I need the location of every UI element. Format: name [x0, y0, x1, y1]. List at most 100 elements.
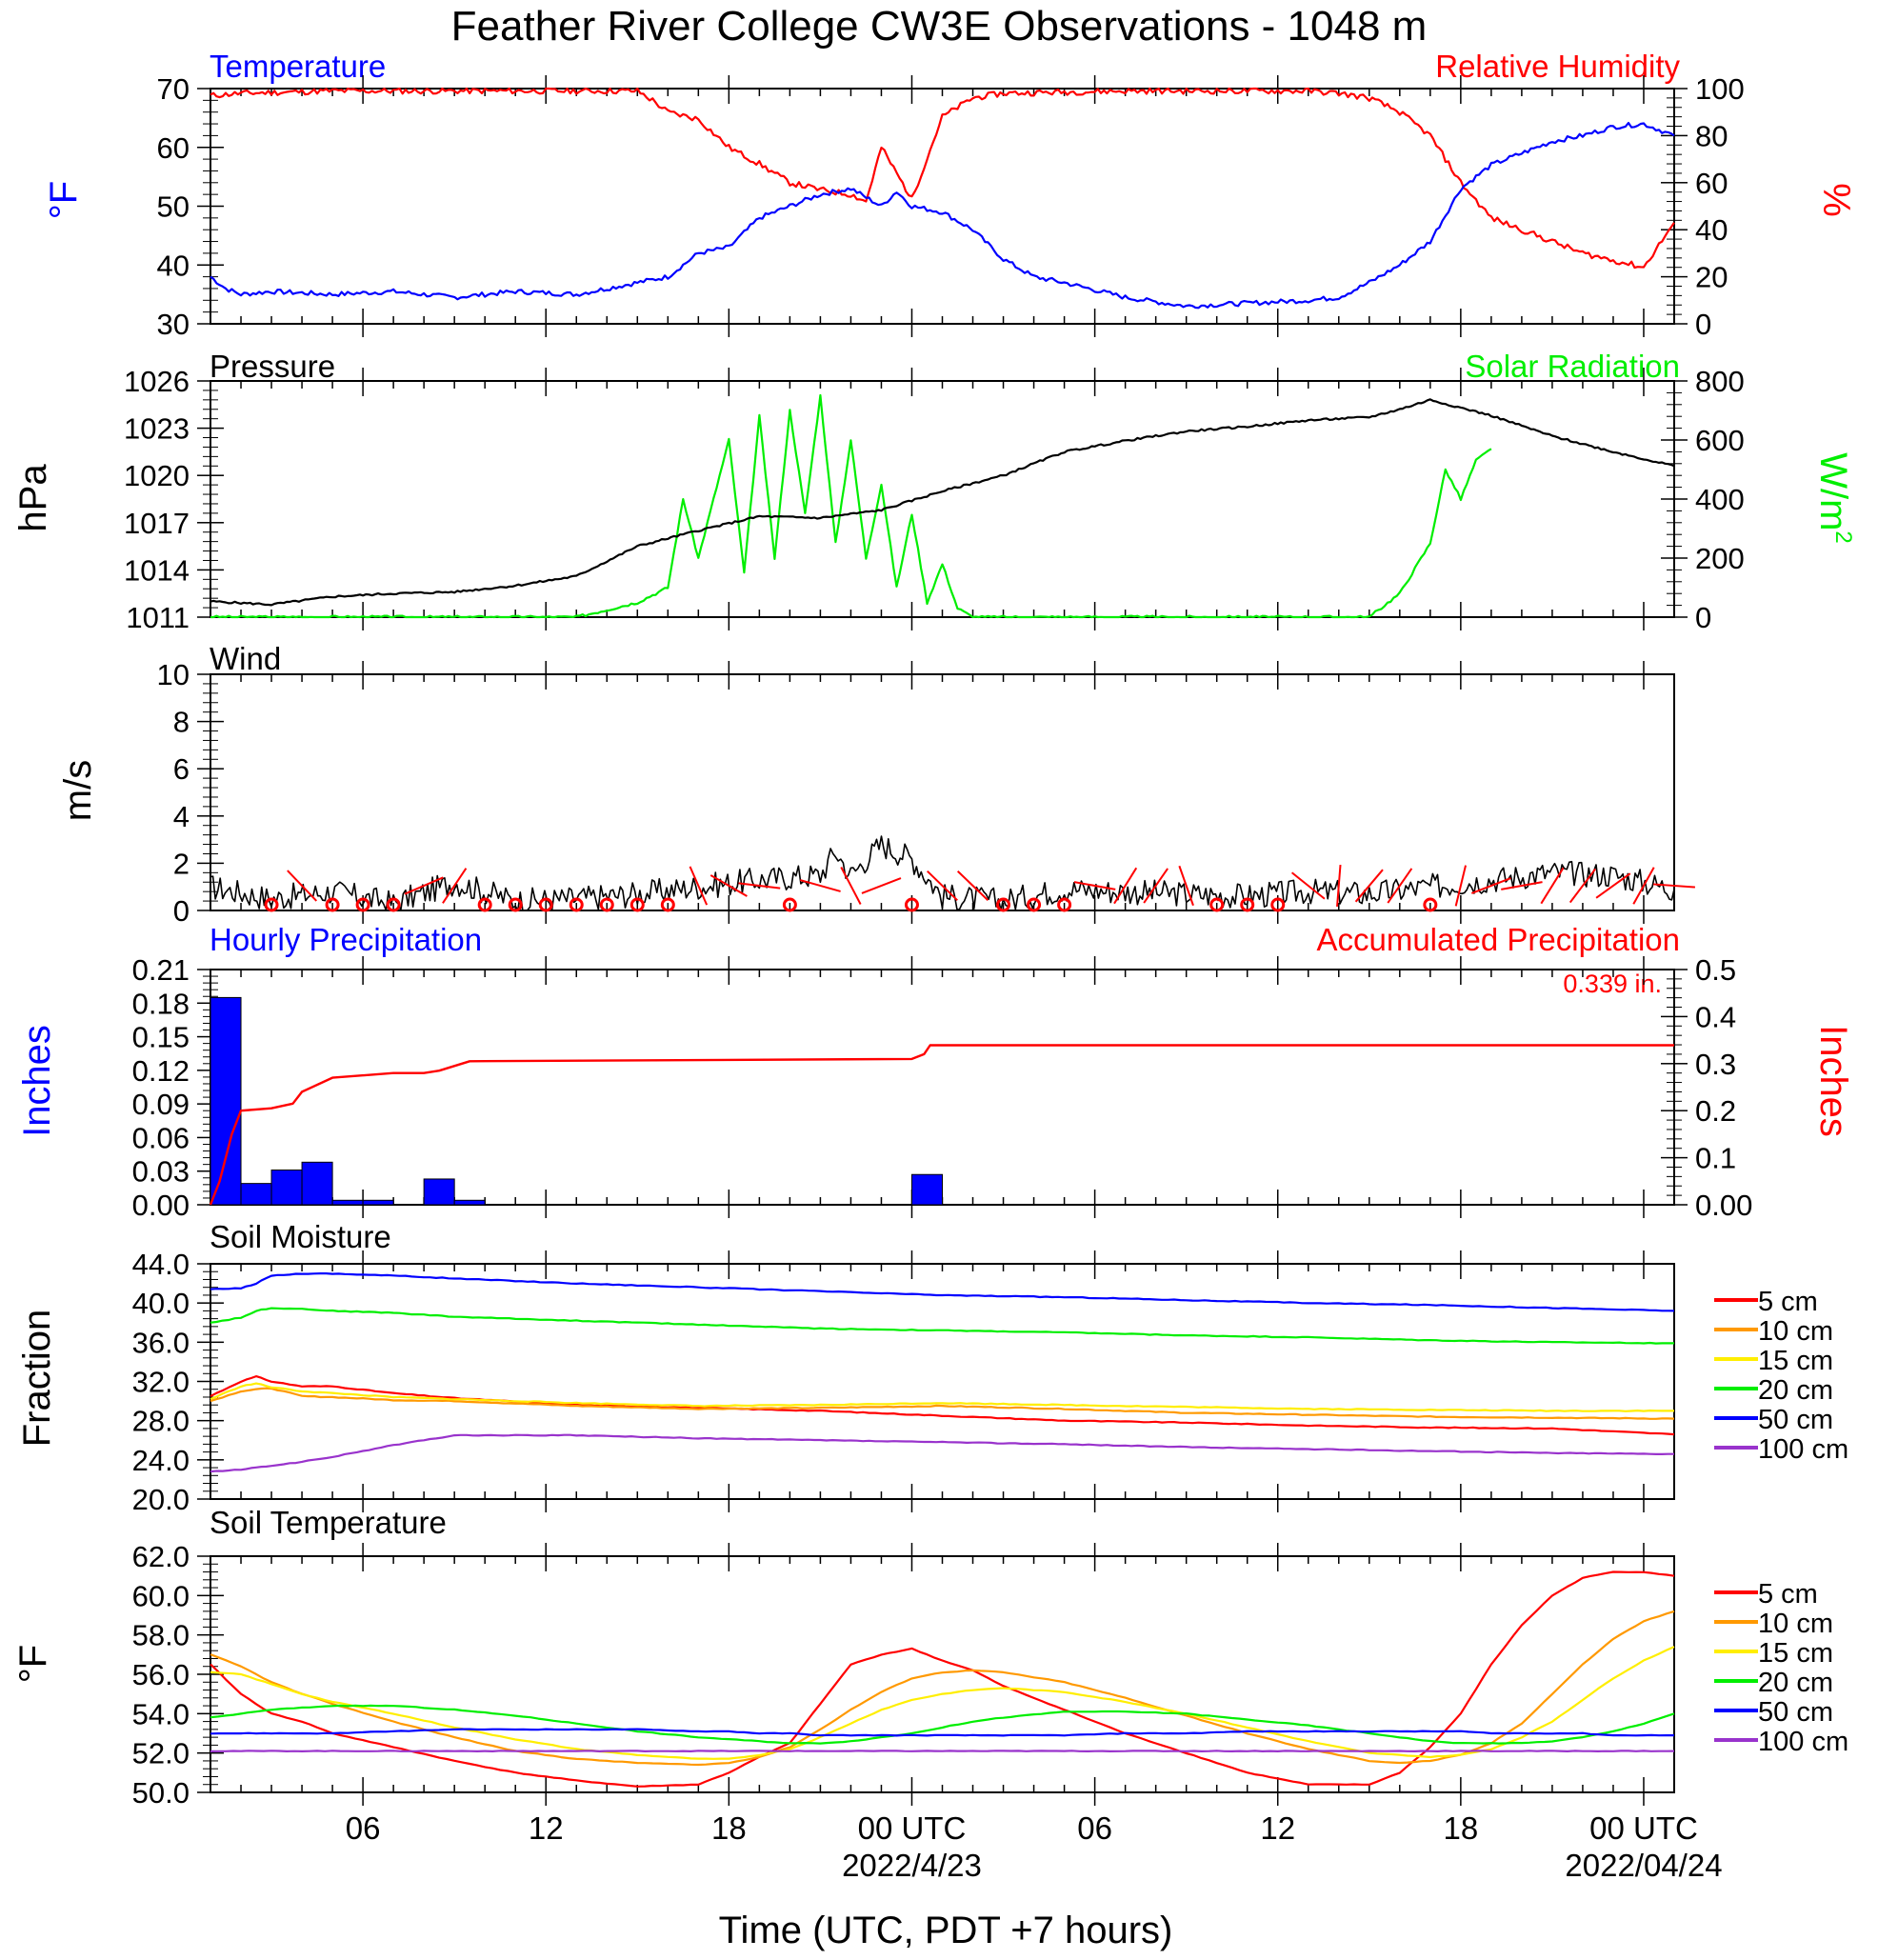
wind-calm-marker	[538, 897, 553, 912]
wind-direction-barb	[1073, 881, 1116, 890]
soil-moisture-legend-label: 20 cm	[1758, 1375, 1833, 1406]
soil-moisture-line-10cm	[210, 1387, 1675, 1420]
wind-calm-marker	[1240, 897, 1255, 912]
soil-temp-axis-tick-label: 58.0	[132, 1619, 190, 1652]
soil-moisture-legend-label: 50 cm	[1758, 1405, 1833, 1435]
temperature-title: Temperature	[210, 49, 386, 84]
soil-temp-axis-tick-label: 62.0	[132, 1540, 190, 1573]
soil-moisture-axis-tick-label: 28.0	[132, 1405, 190, 1438]
solar-axis-tick-label: 600	[1695, 424, 1745, 457]
rh-axis-tick-label: 60	[1695, 167, 1728, 200]
wind-calm-marker	[904, 897, 919, 912]
x-tick-label: 18	[1443, 1810, 1478, 1846]
soil-temp-axis-tick-label: 54.0	[132, 1697, 190, 1730]
pressure-axis-tick-label: 1014	[124, 553, 190, 587]
wind-direction-barb	[1595, 872, 1631, 899]
temp-axis-tick-label: 70	[157, 72, 190, 106]
rh-unit: %	[1815, 183, 1857, 217]
wind-direction-barb	[1501, 881, 1543, 890]
wind-calm-marker	[629, 897, 645, 912]
panel-4-frame	[210, 969, 1675, 1206]
pressure-line	[210, 398, 1675, 607]
soil-temp-legend-label: 15 cm	[1758, 1638, 1833, 1669]
x-tick-label: 12	[529, 1810, 564, 1846]
wind-calm-marker	[264, 897, 279, 912]
soil-temp-unit: °F	[12, 1645, 54, 1683]
wind-calm-marker	[1057, 897, 1072, 912]
soil-temp-legend-label: 100 cm	[1758, 1727, 1848, 1757]
wind-calm-marker	[1027, 897, 1042, 912]
hourly-precip-axis-tick-label: 0.09	[132, 1088, 190, 1121]
wind-calm-marker	[569, 897, 584, 912]
wind-direction-barb	[1470, 877, 1511, 894]
wind-direction-barb	[1568, 868, 1596, 904]
wind-title: Wind	[210, 641, 281, 676]
x-date-label: 2022/4/23	[842, 1848, 982, 1883]
accum-precip-axis-tick-label: 0.3	[1695, 1048, 1736, 1081]
wind-direction-barb	[1632, 867, 1655, 905]
wind-direction-barb	[1290, 871, 1326, 900]
soil-moisture-axis-tick-label: 24.0	[132, 1444, 190, 1477]
soil-moisture-line-50cm	[210, 1272, 1675, 1312]
wind-calm-marker	[508, 897, 523, 912]
x-tick-label: 12	[1260, 1810, 1295, 1846]
accum-precip-axis-tick-label: 0.2	[1695, 1094, 1736, 1128]
soil-temp-line-100cm	[210, 1750, 1675, 1752]
hourly-precip-axis-tick-label: 0.12	[132, 1054, 190, 1088]
rh-axis-tick-label: 0	[1695, 308, 1711, 341]
soil-moisture-axis-tick-label: 32.0	[132, 1366, 190, 1399]
chart-title: Feather River College CW3E Observations …	[451, 3, 1428, 50]
solar-radiation-line	[210, 393, 1492, 619]
wind-direction-barb	[1540, 867, 1565, 905]
wind-direction-barb	[689, 866, 709, 906]
rh-title: Relative Humidity	[1435, 49, 1680, 84]
temp-unit: °F	[43, 181, 85, 219]
soil-moisture-line-20cm	[210, 1307, 1675, 1345]
soil-temp-line-20cm	[210, 1704, 1675, 1745]
wind-direction-barb	[1387, 868, 1413, 904]
soil-temp-line-10cm	[210, 1610, 1675, 1767]
soil-moisture-title: Soil Moisture	[210, 1219, 391, 1254]
pressure-axis-tick-label: 1011	[126, 601, 190, 634]
pressure-axis-tick-label: 1017	[124, 507, 190, 540]
soil-moisture-line-5cm	[210, 1375, 1675, 1436]
x-tick-label: 06	[346, 1810, 381, 1846]
soil-temp-axis-tick-label: 56.0	[132, 1658, 190, 1691]
wind-direction-barb	[287, 870, 318, 902]
panel-2-frame	[210, 380, 1675, 618]
soil-temp-line-50cm	[210, 1728, 1674, 1737]
soil-moisture-legend-label: 5 cm	[1758, 1287, 1818, 1317]
wind-direction-barb	[738, 882, 781, 890]
hourly-precip-bar	[362, 1199, 394, 1206]
soil-temp-axis-tick-label: 60.0	[132, 1579, 190, 1612]
hourly-precip-axis-tick-label: 0.03	[132, 1155, 190, 1189]
hourly-precip-bar	[331, 1199, 364, 1206]
soil-moisture-axis-tick-label: 20.0	[132, 1483, 190, 1516]
x-tick-label: 18	[711, 1810, 747, 1846]
soil-temp-line-15cm	[210, 1646, 1675, 1760]
soil-moisture-legend-label: 15 cm	[1758, 1346, 1833, 1376]
wind-calm-marker	[996, 897, 1011, 912]
hourly-precip-axis-tick-label: 0.21	[132, 953, 190, 987]
soil-moisture-axis-tick-label: 44.0	[132, 1248, 190, 1281]
temp-axis-tick-label: 30	[157, 308, 190, 341]
accum-precip-title: Accumulated Precipitation	[1316, 922, 1680, 957]
solar-axis-tick-label: 0	[1695, 601, 1711, 634]
solar-axis-tick-label: 800	[1695, 365, 1745, 398]
wind-calm-marker	[325, 897, 340, 912]
solar-unit-base: W/m	[1812, 452, 1854, 530]
wind-calm-marker	[660, 897, 675, 912]
hourly-precip-bar	[301, 1161, 333, 1206]
temp-axis-tick-label: 40	[157, 249, 190, 282]
wind-calm-marker	[386, 897, 401, 912]
pressure-title: Pressure	[210, 349, 335, 384]
soil-temp-line-5cm	[210, 1570, 1675, 1788]
soil-moisture-unit: Fraction	[16, 1310, 58, 1448]
solar-unit-exponent: 2	[1830, 530, 1856, 543]
wind-direction-barb	[799, 879, 841, 892]
hourly-precip-axis-tick-label: 0.06	[132, 1121, 190, 1154]
accum-precip-axis-tick-label: 0.4	[1695, 1000, 1736, 1033]
hourly-precip-bar	[910, 1173, 944, 1206]
hourly-precip-bar	[423, 1178, 455, 1206]
pressure-axis-tick-label: 1020	[124, 459, 190, 492]
